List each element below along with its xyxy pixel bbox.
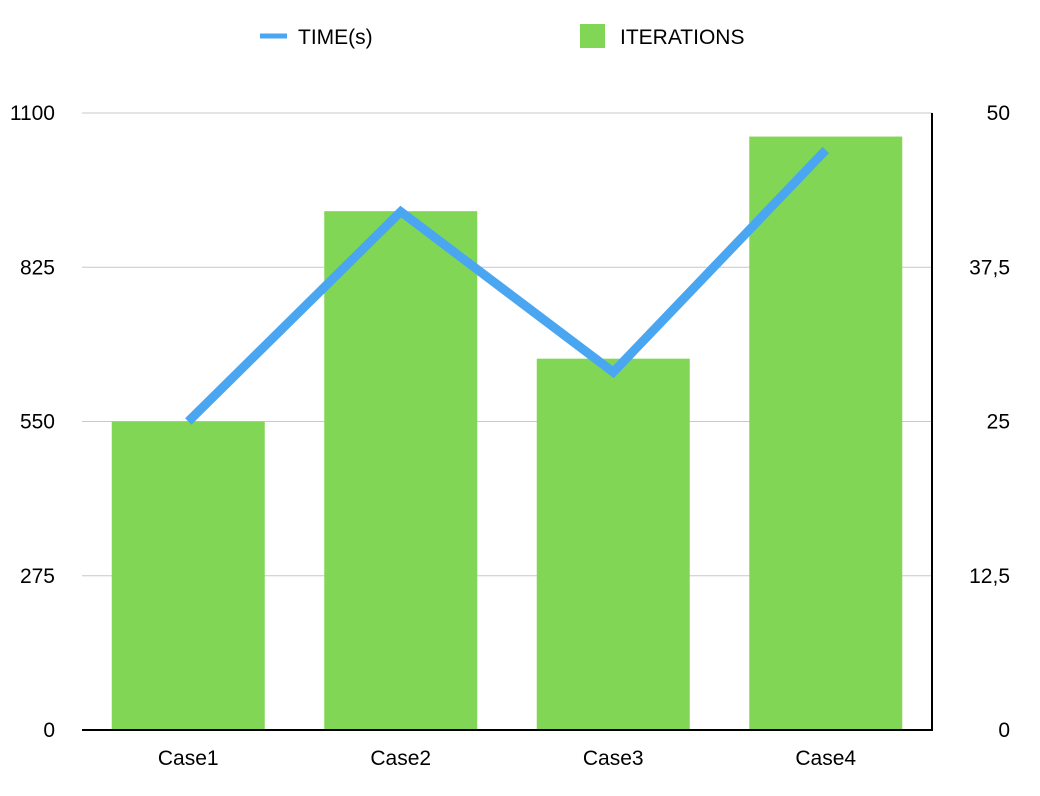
bar-case1 xyxy=(111,421,265,730)
legend: TIME(s) ITERATIONS xyxy=(260,24,744,49)
x-axis-ticks: Case1 Case2 Case3 Case4 xyxy=(158,747,857,770)
bar-case2 xyxy=(324,211,478,731)
time-line xyxy=(185,146,830,425)
right-tick-label: 12,5 xyxy=(969,565,1010,588)
right-tick-label: 50 xyxy=(987,102,1010,125)
right-tick-label: 25 xyxy=(987,411,1010,434)
x-tick-label: Case2 xyxy=(370,747,431,770)
left-tick-label: 825 xyxy=(20,256,55,279)
x-tick-label: Case1 xyxy=(158,747,219,770)
left-axis-ticks: 0 275 550 825 1100 xyxy=(10,102,55,742)
left-tick-label: 0 xyxy=(43,719,55,742)
bar-case3 xyxy=(536,358,690,730)
x-tick-label: Case3 xyxy=(583,747,644,770)
line-series-time xyxy=(185,146,830,425)
right-axis-ticks: 0 12,5 25 37,5 50 xyxy=(969,102,1010,742)
legend-swatch-iterations xyxy=(580,24,605,48)
left-tick-label: 275 xyxy=(20,565,55,588)
x-tick-label: Case4 xyxy=(795,747,856,770)
legend-label-iterations: ITERATIONS xyxy=(620,26,744,49)
left-tick-label: 1100 xyxy=(10,102,55,125)
right-tick-label: 37,5 xyxy=(969,256,1010,279)
axes xyxy=(82,113,933,731)
bar-series-iterations xyxy=(111,136,903,731)
legend-label-time: TIME(s) xyxy=(298,26,373,49)
bar-case4 xyxy=(749,136,903,731)
left-tick-label: 550 xyxy=(20,411,55,434)
right-tick-label: 0 xyxy=(998,719,1010,742)
